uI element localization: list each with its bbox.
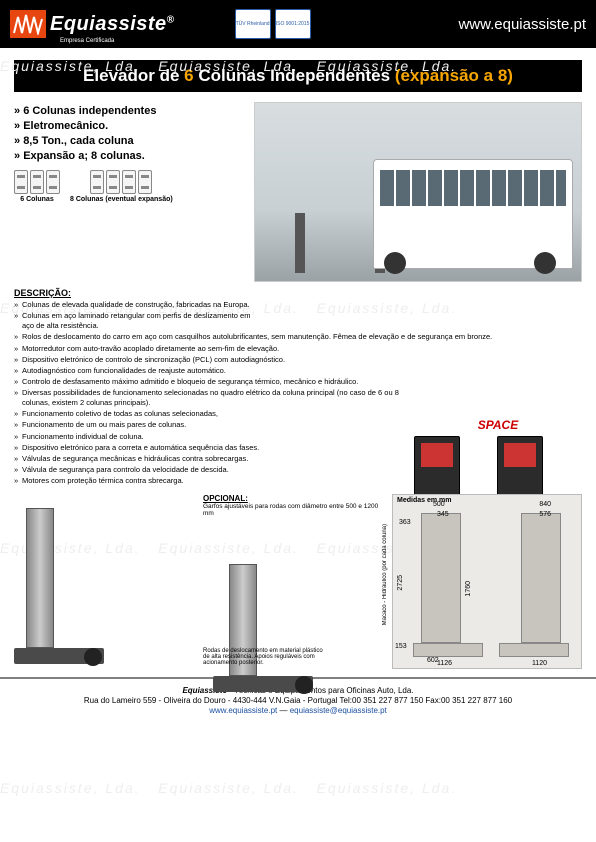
optional-heading: OPCIONAL: <box>203 494 386 503</box>
brand-marks: SPACE <box>414 418 582 432</box>
desc-item: Dispositivo eletrónico de controlo de si… <box>14 355 582 365</box>
product-image-mid: OPCIONAL: Garfos ajustáveis para rodas c… <box>203 494 386 664</box>
footer-sep: — <box>279 706 289 715</box>
desc-item: Diversas possibilidades de funcionamento… <box>14 388 404 408</box>
wheels-note: Rodas de deslocamento em material plásti… <box>203 648 323 666</box>
tuv-badge-icon: TÜV Rheinland <box>235 9 271 39</box>
desc-item: Dispositivo eletrónico para a correta e … <box>14 443 404 453</box>
desc-item: Funcionamento individual de coluna. <box>14 432 404 442</box>
footer-address: Rua do Lameiro 559 - Oliveira do Douro -… <box>14 696 582 705</box>
desc-item: Colunas de elevada qualidade de construç… <box>14 300 254 310</box>
description-heading: DESCRIÇÃO: <box>14 288 582 298</box>
config-8col-icon: 8 Colunas (eventual expansão) <box>70 170 173 203</box>
hero-photo <box>254 102 582 282</box>
brand-flame-icon <box>10 10 46 38</box>
desc-item: Funcionamento de um ou mais pares de col… <box>14 420 404 430</box>
jack-label: Macaco - Hidráulico (por cada coluna) <box>382 524 388 625</box>
dimension-drawing: Medidas em mm 500 345 363 2725 1760 153 … <box>392 494 582 669</box>
optional-text: Garfos ajustáveis para rodas com diâmetr… <box>203 503 386 517</box>
desc-item: Rolos de deslocamento do carro em aço co… <box>14 332 582 342</box>
control-panel-main-icon <box>414 436 460 498</box>
feature-item: 8,5 Ton., cada coluna <box>14 135 244 147</box>
feature-item: 6 Colunas independentes <box>14 105 244 117</box>
header: Equiassiste® Empresa Certificada TÜV Rhe… <box>0 0 596 48</box>
footer-web-link[interactable]: www.equiassiste.pt <box>209 706 277 715</box>
feature-list: 6 Colunas independentes Eletromecânico. … <box>14 102 244 282</box>
desc-item: Autodiagnóstico com funcionalidades de r… <box>14 366 582 376</box>
cert-badges: TÜV Rheinland ISO 9001:2015 <box>235 9 311 39</box>
desc-item: Válvula de segurança para controlo da ve… <box>14 465 404 475</box>
desc-item: Colunas em aço laminado retangular com p… <box>14 311 254 331</box>
iso-badge-icon: ISO 9001:2015 <box>275 9 311 39</box>
feature-item: Eletromecânico. <box>14 120 244 132</box>
product-image-left <box>14 494 197 664</box>
space-logo-icon: SPACE <box>478 418 518 432</box>
desc-item: Funcionamento coletivo de todas as colun… <box>14 409 404 419</box>
feature-item: Expansão a; 8 colunas. <box>14 150 244 162</box>
brand-name: Equiassiste® <box>50 13 175 36</box>
watermark: Equiassiste, Lda. Equiassiste, Lda. Equi… <box>0 58 596 74</box>
config-6col-icon: 6 Colunas <box>14 170 60 203</box>
header-url[interactable]: www.equiassiste.pt <box>458 16 586 33</box>
brand-logo: Equiassiste® <box>10 10 175 38</box>
cert-subtext: Empresa Certificada <box>60 38 114 44</box>
desc-item: Motorredutor com auto-travão acoplado di… <box>14 344 582 354</box>
desc-item: Motores com proteção térmica contra sbre… <box>14 476 404 486</box>
control-panel-sec-icon <box>497 436 543 498</box>
desc-item: Válvulas de segurança mecânicas e hidráu… <box>14 454 404 464</box>
watermark: Equiassiste, Lda. Equiassiste, Lda. Equi… <box>0 780 596 796</box>
footer-email-link[interactable]: equiassiste@equiassiste.pt <box>290 706 387 715</box>
desc-item: Controlo de desfasamento máximo admitido… <box>14 377 404 387</box>
